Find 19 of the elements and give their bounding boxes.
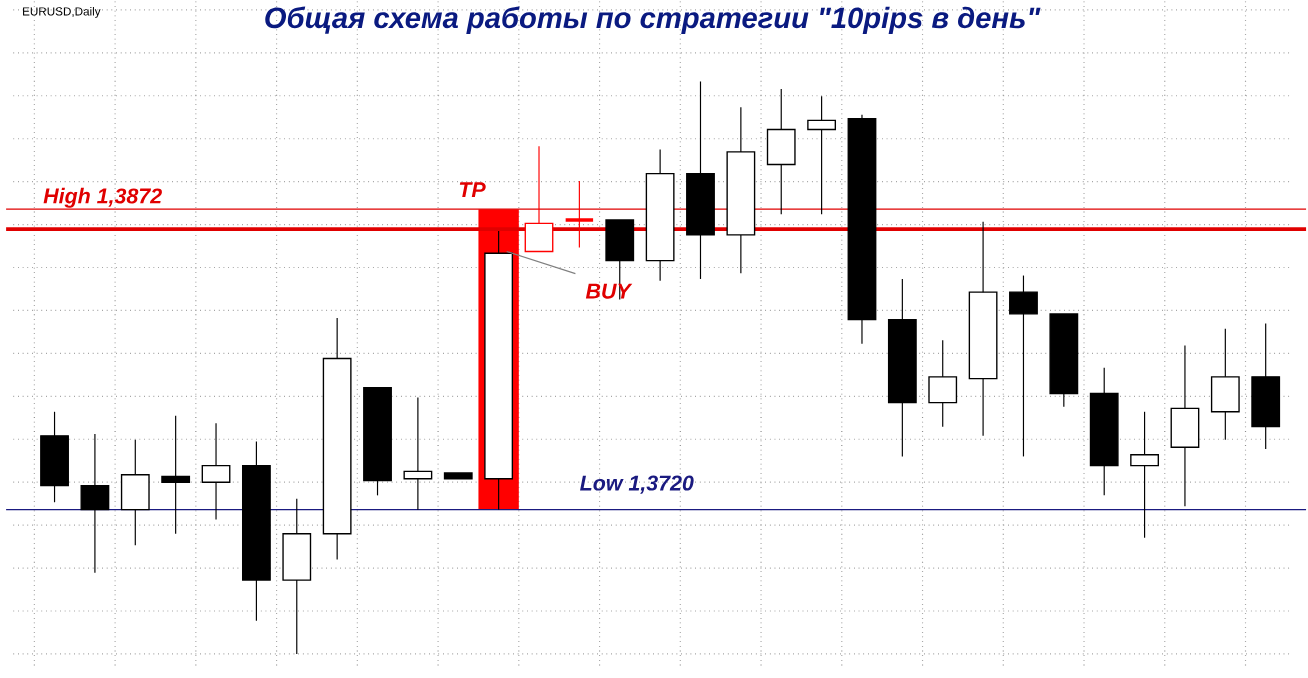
ref-line-label: High 1,3872 xyxy=(43,187,162,208)
candlestick xyxy=(1170,344,1200,507)
candlestick xyxy=(120,438,150,546)
ref-line-label: TP xyxy=(459,181,486,197)
chart-title: Общая схема работы по стратегии "10pips в день" xyxy=(265,6,1041,34)
candlestick xyxy=(80,433,110,573)
candlestick xyxy=(1009,274,1038,457)
candlestick xyxy=(201,422,231,520)
candlestick xyxy=(563,180,595,248)
candlestick xyxy=(807,95,837,215)
candlestick xyxy=(928,339,958,427)
ref-line-label: Low 1,3720 xyxy=(580,475,694,494)
candlestick xyxy=(524,145,554,252)
candlestick xyxy=(766,87,796,215)
candlestick xyxy=(403,396,433,510)
candlestick xyxy=(1210,327,1240,441)
candlestick xyxy=(1130,410,1159,538)
candlestick xyxy=(161,414,191,534)
candlestick xyxy=(282,497,312,655)
